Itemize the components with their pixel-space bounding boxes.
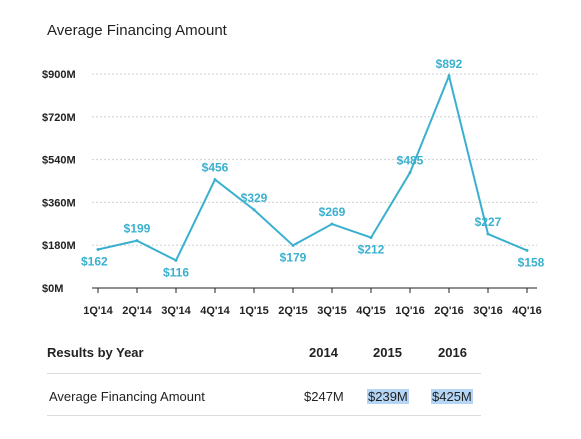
data-label: $456 xyxy=(202,161,229,175)
y-tick-label: $900M xyxy=(42,69,76,81)
data-label: $199 xyxy=(124,222,151,236)
data-point xyxy=(213,178,217,182)
data-label: $892 xyxy=(436,57,463,71)
x-tick-label: 1Q'14 xyxy=(83,305,113,317)
data-point xyxy=(408,171,412,175)
y-tick-label: $360M xyxy=(42,197,76,209)
y-tick-label: $540M xyxy=(42,155,76,167)
data-label: $116 xyxy=(163,265,189,279)
data-label: $485 xyxy=(397,154,424,168)
x-tick-label: 1Q'16 xyxy=(395,305,425,317)
y-tick-label: $180M xyxy=(42,240,76,252)
data-label: $212 xyxy=(358,243,385,257)
line-chart: $0M $180M $360M $540M $720M $900M 1Q'14 2Q'14 3Q… xyxy=(42,57,545,317)
data-point xyxy=(291,243,295,247)
value-2014: $247M xyxy=(304,389,344,404)
x-tick-label: 3Q'14 xyxy=(161,305,191,317)
data-point xyxy=(252,208,256,212)
x-tick-label: 2Q'14 xyxy=(122,305,152,317)
series-line xyxy=(97,72,528,262)
x-tick-label: 3Q'16 xyxy=(473,305,503,317)
results-heading: Results by Year xyxy=(47,345,144,360)
data-label: $227 xyxy=(475,215,502,229)
y-tick-label: $720M xyxy=(42,112,76,124)
data-point xyxy=(525,248,529,252)
x-tick-label: 3Q'15 xyxy=(317,305,347,317)
chart-title: Average Financing Amount xyxy=(47,22,227,39)
row-label: Average Financing Amount xyxy=(49,389,205,404)
data-label: $269 xyxy=(319,205,346,219)
data-point xyxy=(369,236,373,240)
x-tick-label: 2Q'16 xyxy=(434,305,464,317)
x-tick-label: 4Q'16 xyxy=(512,305,542,317)
table-row: Average Financing Amount $247M $239M $42… xyxy=(47,389,481,416)
value-2016: $425M xyxy=(431,389,473,404)
data-point xyxy=(96,247,100,251)
x-tick-label: 4Q'15 xyxy=(356,305,386,317)
data-label: $158 xyxy=(518,255,545,269)
year-2014-header: 2014 xyxy=(309,345,338,360)
year-2016-header: 2016 xyxy=(438,345,467,360)
data-point xyxy=(486,232,490,236)
data-point xyxy=(330,222,334,226)
x-tick-label: 2Q'15 xyxy=(278,305,308,317)
data-label: $162 xyxy=(81,254,108,268)
data-label: $329 xyxy=(241,191,268,205)
x-tick-label: 1Q'15 xyxy=(239,305,269,317)
x-tick-label: 4Q'14 xyxy=(200,305,230,317)
data-label: $179 xyxy=(280,250,307,264)
results-table: Results by Year 2014 2015 2016 Average F… xyxy=(47,345,481,416)
y-tick-label: $0M xyxy=(42,283,63,295)
header-divider xyxy=(47,373,481,374)
year-2015-header: 2015 xyxy=(373,345,402,360)
results-header: Results by Year 2014 2015 2016 xyxy=(47,345,481,367)
data-point xyxy=(447,74,451,78)
data-point xyxy=(174,258,178,262)
data-point xyxy=(135,239,139,243)
value-2015: $239M xyxy=(367,389,409,404)
